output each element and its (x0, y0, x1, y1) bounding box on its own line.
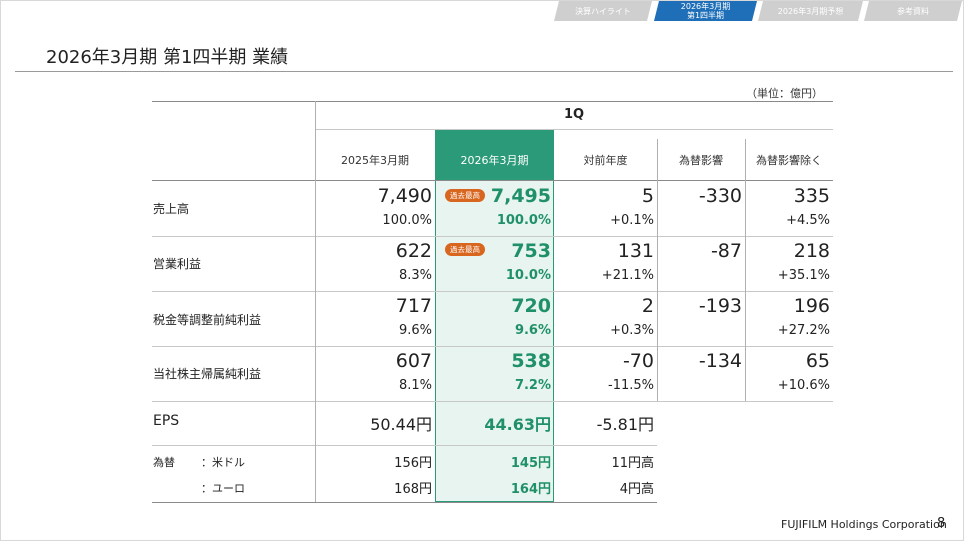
unit-note: （単位：億円） (746, 87, 823, 100)
ex-fx-value: 335 (793, 185, 830, 207)
yoy-value: 5 (641, 185, 654, 207)
prev-value: 717 (395, 295, 432, 317)
ex-fx-ratio: +35.1% (777, 268, 830, 283)
yoy-value: 2 (641, 295, 654, 317)
fx-eur-label: ：ユーロ (201, 482, 245, 495)
row-label-operating-income: 営業利益 (153, 257, 202, 271)
eps-curr: 44.63円 (484, 415, 551, 434)
fx-impact-value: -330 (698, 185, 742, 207)
prev-ratio: 100.0% (382, 213, 432, 228)
yoy-value: -70 (622, 350, 654, 372)
fx-usd-prev: 156円 (394, 456, 432, 471)
nav-tab-highlights[interactable]: 決算ハイライト (554, 1, 652, 21)
table-bottom-rule (152, 502, 657, 503)
yoy-ratio: -11.5% (608, 378, 654, 393)
nav-tab-label: 2026年3月期 第1四半期 (680, 2, 731, 20)
column-divider (657, 139, 658, 401)
prev-ratio: 9.6% (398, 323, 432, 338)
curr-ratio: 7.2% (514, 378, 551, 393)
nav-tab-forecast[interactable]: 2026年3月期予想 (758, 1, 863, 21)
record-high-badge: 過去最高 (445, 189, 485, 202)
prev-value: 622 (395, 240, 432, 262)
nav-tab-label: 2026年3月期予想 (777, 6, 844, 16)
curr-value: 7,495 (490, 185, 551, 207)
ex-fx-value: 196 (793, 295, 830, 317)
nav-tab-q1[interactable]: 2026年3月期 第1四半期 (654, 1, 757, 21)
yoy-ratio: +21.1% (601, 268, 654, 283)
eps-yoy: -5.81円 (596, 415, 654, 434)
row-divider (152, 401, 833, 402)
fx-usd-curr: 145円 (510, 456, 551, 471)
column-header-rule (152, 180, 833, 181)
curr-ratio: 100.0% (496, 213, 551, 228)
yoy-value: 131 (617, 240, 654, 262)
ex-fx-value: 218 (793, 240, 830, 262)
row-divider (152, 445, 657, 446)
prev-ratio: 8.3% (398, 268, 432, 283)
column-header-prev-year: 2025年3月期 (341, 154, 409, 167)
record-high-badge: 過去最高 (445, 243, 485, 256)
column-header-fx-impact: 為替影響 (679, 154, 723, 167)
nav-tab-label: 参考資料 (897, 6, 929, 16)
yoy-ratio: +0.1% (610, 213, 654, 228)
column-divider (315, 101, 316, 502)
curr-value: 753 (511, 240, 551, 262)
ex-fx-ratio: +4.5% (786, 213, 830, 228)
prev-ratio: 8.1% (398, 378, 432, 393)
fx-eur-curr: 164円 (510, 482, 551, 497)
row-divider (152, 236, 833, 237)
nav-tab-reference[interactable]: 参考資料 (864, 1, 962, 21)
fx-eur-yoy: 4円高 (619, 482, 654, 497)
fx-eur-prev: 168円 (394, 482, 432, 497)
column-header-ex-fx: 為替影響除く (756, 154, 822, 167)
row-label-net-income: 当社株主帰属純利益 (153, 367, 262, 381)
curr-ratio: 10.0% (505, 268, 551, 283)
row-label-revenue: 売上高 (153, 202, 190, 216)
column-header-curr-year: 2026年3月期 (460, 154, 529, 167)
nav-tab-label: 決算ハイライト (575, 6, 631, 16)
curr-value: 538 (511, 350, 551, 372)
row-label-fx: 為替 (153, 456, 175, 469)
title-divider (15, 71, 953, 72)
ex-fx-ratio: +27.2% (777, 323, 830, 338)
page-title: 2026年3月期 第1四半期 業績 (46, 47, 289, 68)
fx-impact-value: -134 (698, 350, 742, 372)
fx-impact-value: -193 (698, 295, 742, 317)
row-label-eps: EPS (153, 413, 180, 429)
row-divider (152, 346, 833, 347)
row-label-pretax-income: 税金等調整前純利益 (153, 313, 262, 327)
prev-value: 607 (395, 350, 432, 372)
prev-value: 7,490 (377, 185, 432, 207)
fx-impact-value: -87 (710, 240, 742, 262)
table-top-rule (152, 101, 833, 102)
eps-prev: 50.44円 (370, 415, 432, 434)
current-year-header-bg (435, 130, 554, 180)
curr-ratio: 9.6% (514, 323, 551, 338)
curr-value: 720 (511, 295, 551, 317)
row-divider (152, 291, 833, 292)
ex-fx-value: 65 (805, 350, 830, 372)
fx-usd-label: ：米ドル (201, 456, 245, 469)
ex-fx-ratio: +10.6% (777, 378, 830, 393)
page-number: 8 (937, 516, 946, 531)
period-header: 1Q (563, 107, 585, 122)
period-header-rule (315, 129, 833, 130)
column-divider (745, 139, 746, 401)
footer-company: FUJIFILM Holdings Corporation (781, 518, 947, 531)
column-header-yoy: 対前年度 (583, 154, 628, 167)
yoy-ratio: +0.3% (610, 323, 654, 338)
fx-usd-yoy: 11円高 (611, 456, 654, 471)
